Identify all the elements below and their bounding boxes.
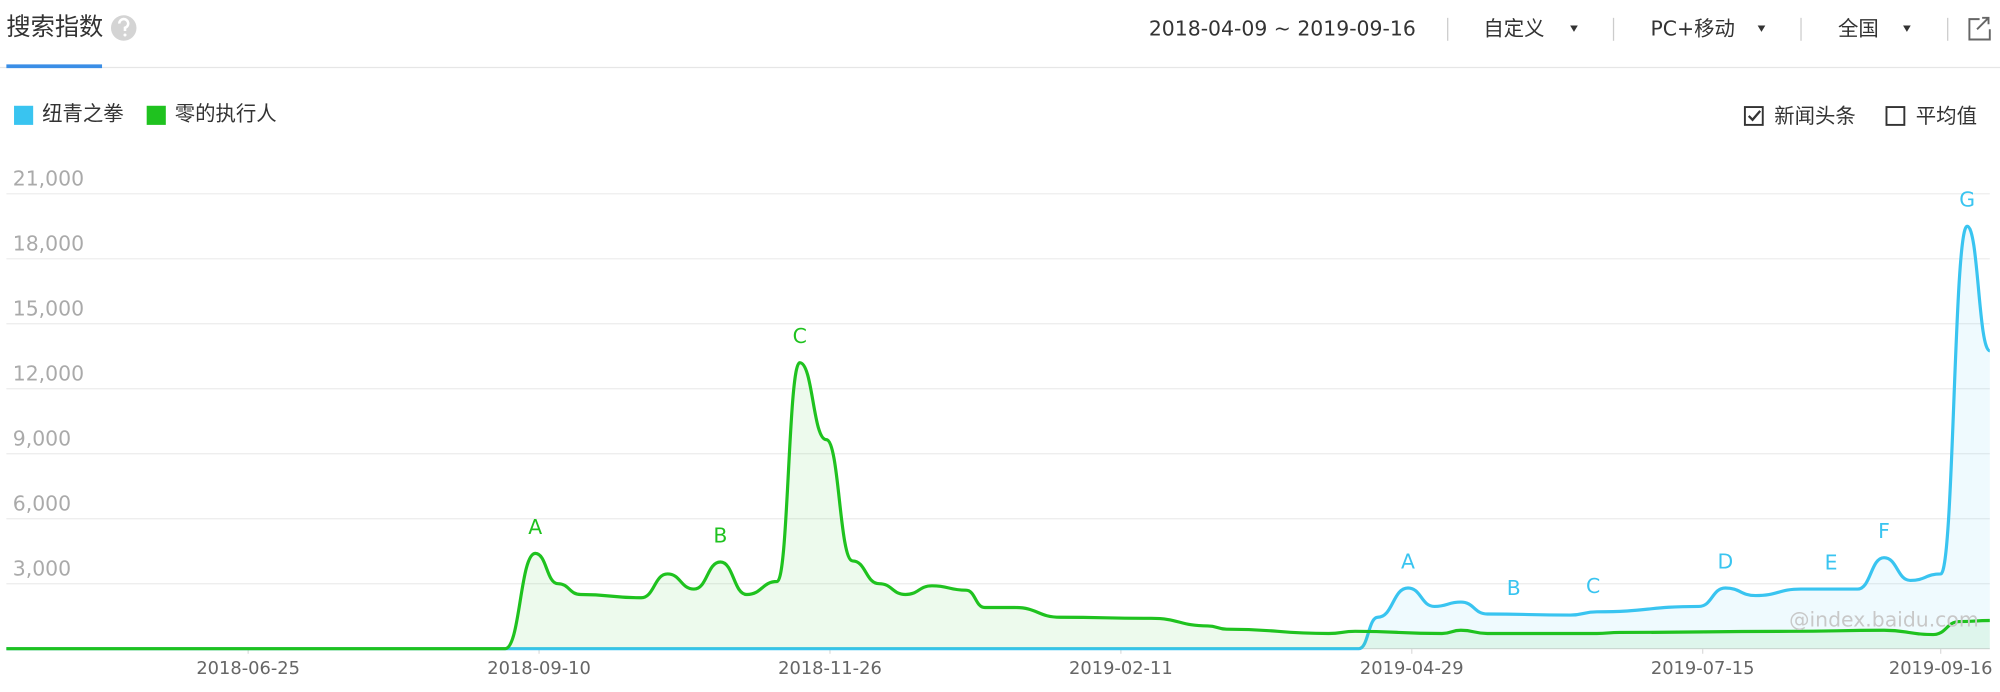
options: 新闻头条 平均值	[1743, 104, 1977, 128]
x-tick-label: 2019-07-15	[1651, 658, 1755, 679]
checkbox[interactable]	[1743, 106, 1764, 126]
dropdown-arrow[interactable]	[1757, 25, 1766, 32]
checkbox[interactable]	[1885, 106, 1906, 126]
x-tick-label: 2019-04-29	[1360, 658, 1464, 679]
share-icon[interactable]	[1968, 16, 1991, 41]
y-tick-label: 6,000	[13, 492, 71, 516]
y-tick-label: 18,000	[13, 232, 84, 256]
plot: 3,000 6,000 9,000 12,000 15,000 18,000 21,000 2…	[6, 167, 1993, 679]
y-tick-label: 15,000	[13, 297, 84, 321]
option-label[interactable]: 新闻头条	[1774, 104, 1856, 128]
separators	[1447, 17, 1949, 41]
y-tick-label: 3,000	[13, 557, 71, 581]
dropdown[interactable]: PC+移动	[1651, 16, 1735, 40]
event-marker[interactable]: C	[1586, 574, 1600, 598]
event-marker[interactable]: C	[793, 324, 807, 348]
event-marker[interactable]: B	[1507, 576, 1521, 600]
legend-label[interactable]: 纽青之拳	[42, 102, 124, 126]
series-area	[6, 226, 1990, 649]
y-tick-label: 9,000	[13, 427, 71, 451]
series-line	[6, 361, 1990, 651]
help-dot	[123, 33, 127, 37]
tab[interactable]: 搜索指数	[6, 13, 103, 41]
watermark: @index.baidu.com	[1789, 608, 1979, 632]
date-range[interactable]: 2018-04-09 ~ 2019-09-16	[1149, 16, 1416, 40]
event-marker[interactable]: B	[713, 524, 727, 548]
x-tick-label: 2018-11-26	[778, 658, 882, 679]
x-tick-label: 2019-09-16	[1889, 658, 1993, 679]
event-marker[interactable]: A	[528, 515, 542, 539]
series-line	[6, 224, 1992, 651]
dropdown-arrow[interactable]	[1570, 25, 1578, 32]
option-label[interactable]: 平均值	[1916, 104, 1977, 128]
x-tick-label: 2019-02-11	[1069, 658, 1173, 679]
help-glyph	[117, 17, 130, 31]
y-tick-label: 21,000	[13, 167, 84, 191]
x-tick-label: 2018-06-25	[196, 658, 300, 679]
event-marker[interactable]: F	[1878, 519, 1890, 543]
legend-swatch[interactable]	[146, 105, 166, 125]
event-marker[interactable]: G	[1959, 188, 1975, 212]
x-tick-label: 2018-09-10	[487, 658, 591, 679]
dropdown[interactable]: 自定义	[1483, 16, 1544, 40]
legend: 纽青之拳 零的执行人	[14, 102, 277, 126]
legend-label[interactable]: 零的执行人	[175, 102, 277, 126]
checkmark	[1747, 110, 1762, 122]
legend-swatch[interactable]	[14, 105, 34, 125]
y-tick-label: 12,000	[13, 362, 84, 386]
event-marker[interactable]: A	[1401, 550, 1415, 574]
event-marker[interactable]: E	[1825, 551, 1838, 575]
event-marker[interactable]: D	[1717, 550, 1733, 574]
dropdown[interactable]: 全国	[1838, 16, 1879, 40]
dropdown-arrow[interactable]	[1903, 25, 1911, 32]
